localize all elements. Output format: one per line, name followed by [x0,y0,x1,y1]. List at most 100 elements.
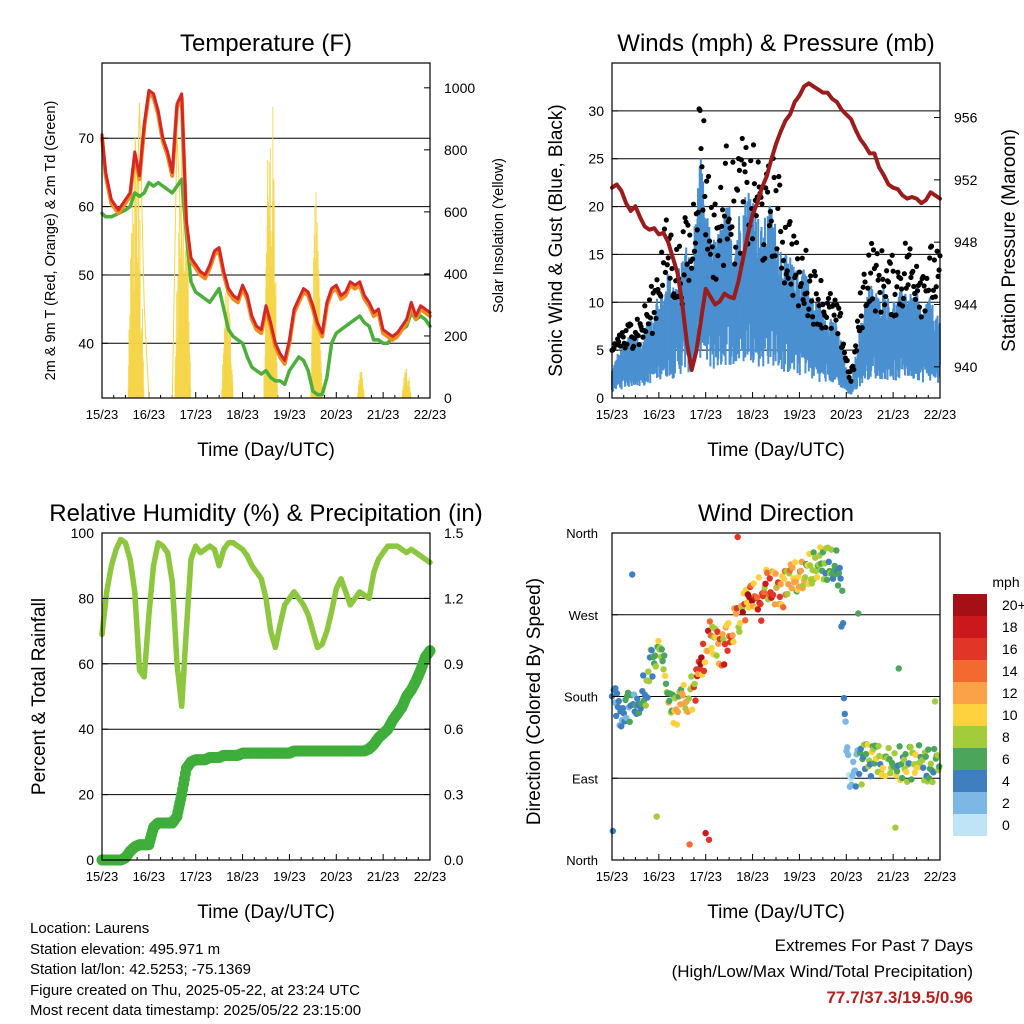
direction-point [837,575,844,582]
gust-point [776,173,782,180]
gust-point [918,314,924,320]
gust-point [658,293,664,299]
x-tick-label: 15/23 [86,407,119,422]
series-insolation [127,106,412,398]
gust-point [787,218,793,225]
direction-point [737,619,744,627]
y2-tick-label: 0.3 [444,787,464,803]
humidity-line [99,536,433,710]
gust-point [628,322,634,328]
x-tick-label: 20/23 [830,407,863,422]
x-axis-label: Time (Day/UTC) [197,902,335,923]
gust-point [853,347,860,354]
direction-point [867,772,875,780]
direction-point [612,685,619,692]
direction-point [784,590,791,598]
gust-point [785,275,791,281]
gust-point [883,293,889,300]
gust-point [640,334,646,340]
gust-point [932,294,938,300]
gust-point [740,199,746,205]
x-tick-label: 16/23 [133,407,166,422]
y-tick-label: 25 [588,151,604,167]
direction-point [780,604,787,611]
direction-point [925,746,932,753]
direction-point [708,644,715,652]
x-tick-label: 17/23 [179,869,212,884]
gust-point [749,236,756,242]
gust-point [669,265,675,272]
gust-point [778,228,784,235]
x-tick-label: 19/23 [273,869,306,884]
direction-point [634,695,641,702]
y-tick-label: 10 [588,294,604,310]
direction-point [699,640,707,648]
direction-point [736,628,743,635]
direction-point [629,571,636,578]
direction-point [661,652,668,659]
plot-border [101,532,431,861]
gust-point [927,255,933,261]
x-tick-label: 21/23 [877,869,910,884]
gust-point [737,250,743,256]
gust-point [861,271,867,277]
gust-point [892,291,898,298]
panel-humidity: Relative Humidity (%) & Precipitation (i… [29,500,483,923]
gust-point [711,212,717,218]
gust-point [830,302,836,308]
direction-point [660,666,667,673]
gust-point [665,255,671,261]
gust-point [709,244,715,250]
y-tick-label: 20 [78,787,94,803]
gust-point [713,276,719,282]
gust-point [663,217,669,223]
gust-point [729,224,735,230]
extremes-values: 77.7/37.3/19.5/0.96 [826,988,973,1007]
x-tick-label: 19/23 [783,407,816,422]
direction-point [875,742,882,750]
direction-point [864,741,871,748]
direction-point [648,647,655,654]
colorbar-label: 6 [1002,751,1010,767]
gust-point [734,187,741,193]
gust-point [686,277,692,283]
gust-point [667,275,673,281]
plot-border [101,62,431,399]
direction-point [908,776,915,783]
gust-point [775,205,781,212]
gust-point [838,310,844,316]
y-tick-label: North [566,853,598,868]
latlon-text: Station lat/lon: 42.5253; -75.1369 [30,961,252,978]
gust-point [700,207,706,213]
x-tick-label: 19/23 [783,869,816,884]
colorbar-label: 4 [1002,773,1010,789]
direction-point [800,581,807,589]
x-tick-label: 17/23 [689,869,722,884]
y2-tick-label: 956 [954,110,978,126]
gust-point [858,313,864,319]
gust-point [766,223,773,229]
y-tick-label: 60 [78,656,94,672]
gust-point [831,312,837,318]
gust-point [647,315,654,321]
gust-point [848,378,854,384]
plot-border [611,62,941,399]
direction-point [842,718,849,725]
y-tick-label: 5 [596,342,604,358]
x-tick-label: 20/23 [830,869,863,884]
x-tick-label: 21/23 [367,407,400,422]
gust-point [902,240,908,246]
gust-point [649,330,655,336]
direction-point [666,697,673,704]
gust-point [659,249,665,255]
gust-point [933,284,939,290]
gust-point [801,300,807,306]
x-tick-label: 16/23 [133,869,166,884]
gust-point [825,295,832,302]
gust-point [882,302,888,308]
gust-point [872,308,878,314]
gust-point [651,309,657,316]
direction-point [772,570,779,577]
gust-point [692,240,699,246]
panel-winds: Winds (mph) & Pressure (mb) Time (Day/UTC… [546,30,1020,461]
